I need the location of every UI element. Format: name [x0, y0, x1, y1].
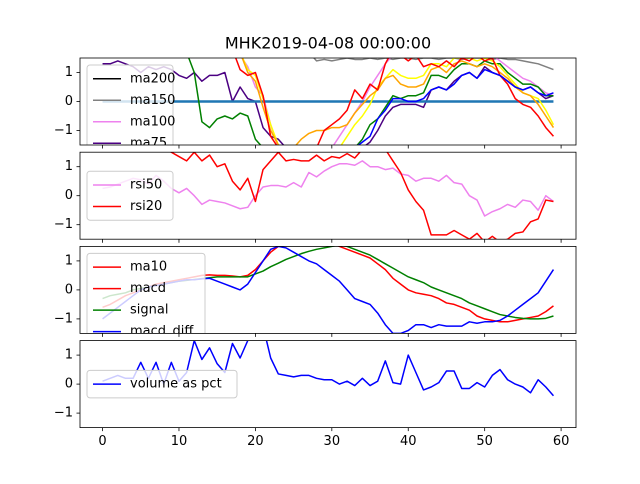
legend: ma10 macd signal macd_diff	[86, 252, 206, 339]
y-tick-label: 0	[65, 188, 73, 203]
axes-frame	[79, 340, 577, 429]
legend: rsi50 rsi20	[86, 170, 174, 221]
legend-label: ma10	[130, 260, 167, 275]
x-tick-label: 40	[400, 434, 417, 449]
x-tick-label: 60	[553, 434, 570, 449]
x-tick-label: 20	[247, 434, 264, 449]
legend-label: macd_diff	[130, 324, 194, 339]
legend: volume as pct	[86, 369, 238, 399]
line	[241, 58, 555, 145]
y-tick-label: −1	[54, 406, 73, 421]
legend-box	[86, 64, 174, 145]
y-tick-label: −1	[54, 123, 73, 138]
legend-label: ma200	[130, 71, 175, 86]
x-tick-label: 10	[171, 434, 188, 449]
legend-label: rsi50	[130, 177, 162, 192]
x-tick-label: 30	[324, 434, 341, 449]
axes-frame	[79, 245, 577, 334]
y-tick-label: 0	[65, 282, 73, 297]
legend-box	[86, 170, 174, 221]
line	[102, 160, 554, 217]
line	[357, 68, 554, 145]
x-tick-label: 0	[98, 434, 106, 449]
legend-label: signal	[130, 303, 168, 318]
y-tick-label: −1	[54, 217, 73, 232]
legend: ma200 ma150 ma100 ma75	[86, 64, 175, 151]
plot-area: ma10 macd signal macd_diff	[86, 246, 555, 339]
legend-label: ma100	[130, 114, 175, 129]
line	[234, 58, 555, 145]
plot-area: ma200 ma150 ma100 ma75	[86, 58, 555, 151]
chart-title: MHK2019-04-08 00:00:00	[225, 34, 431, 53]
y-tick-label: 0	[65, 377, 73, 392]
legend-label: ma75	[130, 136, 167, 151]
x-tick-label: 50	[476, 434, 493, 449]
y-tick-label: 1	[65, 253, 73, 268]
panel: −1 0 1 ma10 macd signal macd_diff	[54, 245, 577, 339]
axes-frame	[79, 151, 577, 240]
legend-label: macd	[130, 281, 166, 296]
plot-area: rsi50 rsi20	[86, 152, 554, 240]
line	[169, 152, 554, 240]
axes-frame	[79, 57, 577, 146]
legend-label: volume as pct	[130, 377, 222, 392]
y-tick-label: −1	[54, 311, 73, 326]
legend-box	[86, 252, 206, 334]
panel: −1 0 1 rsi50 rsi20	[54, 151, 577, 243]
y-tick-label: 0	[65, 94, 73, 109]
y-tick-label: 1	[65, 348, 73, 363]
line	[241, 58, 555, 145]
legend-label: rsi20	[130, 199, 162, 214]
line	[312, 58, 554, 71]
panel: −1 0 1 ma200 ma150 ma100 ma75	[54, 57, 577, 151]
y-tick-label: 1	[65, 159, 73, 174]
legend-label: ma150	[130, 93, 175, 108]
plot-area: volume as pct	[86, 340, 555, 399]
legend-box	[86, 369, 238, 399]
y-tick-label: 1	[65, 65, 73, 80]
